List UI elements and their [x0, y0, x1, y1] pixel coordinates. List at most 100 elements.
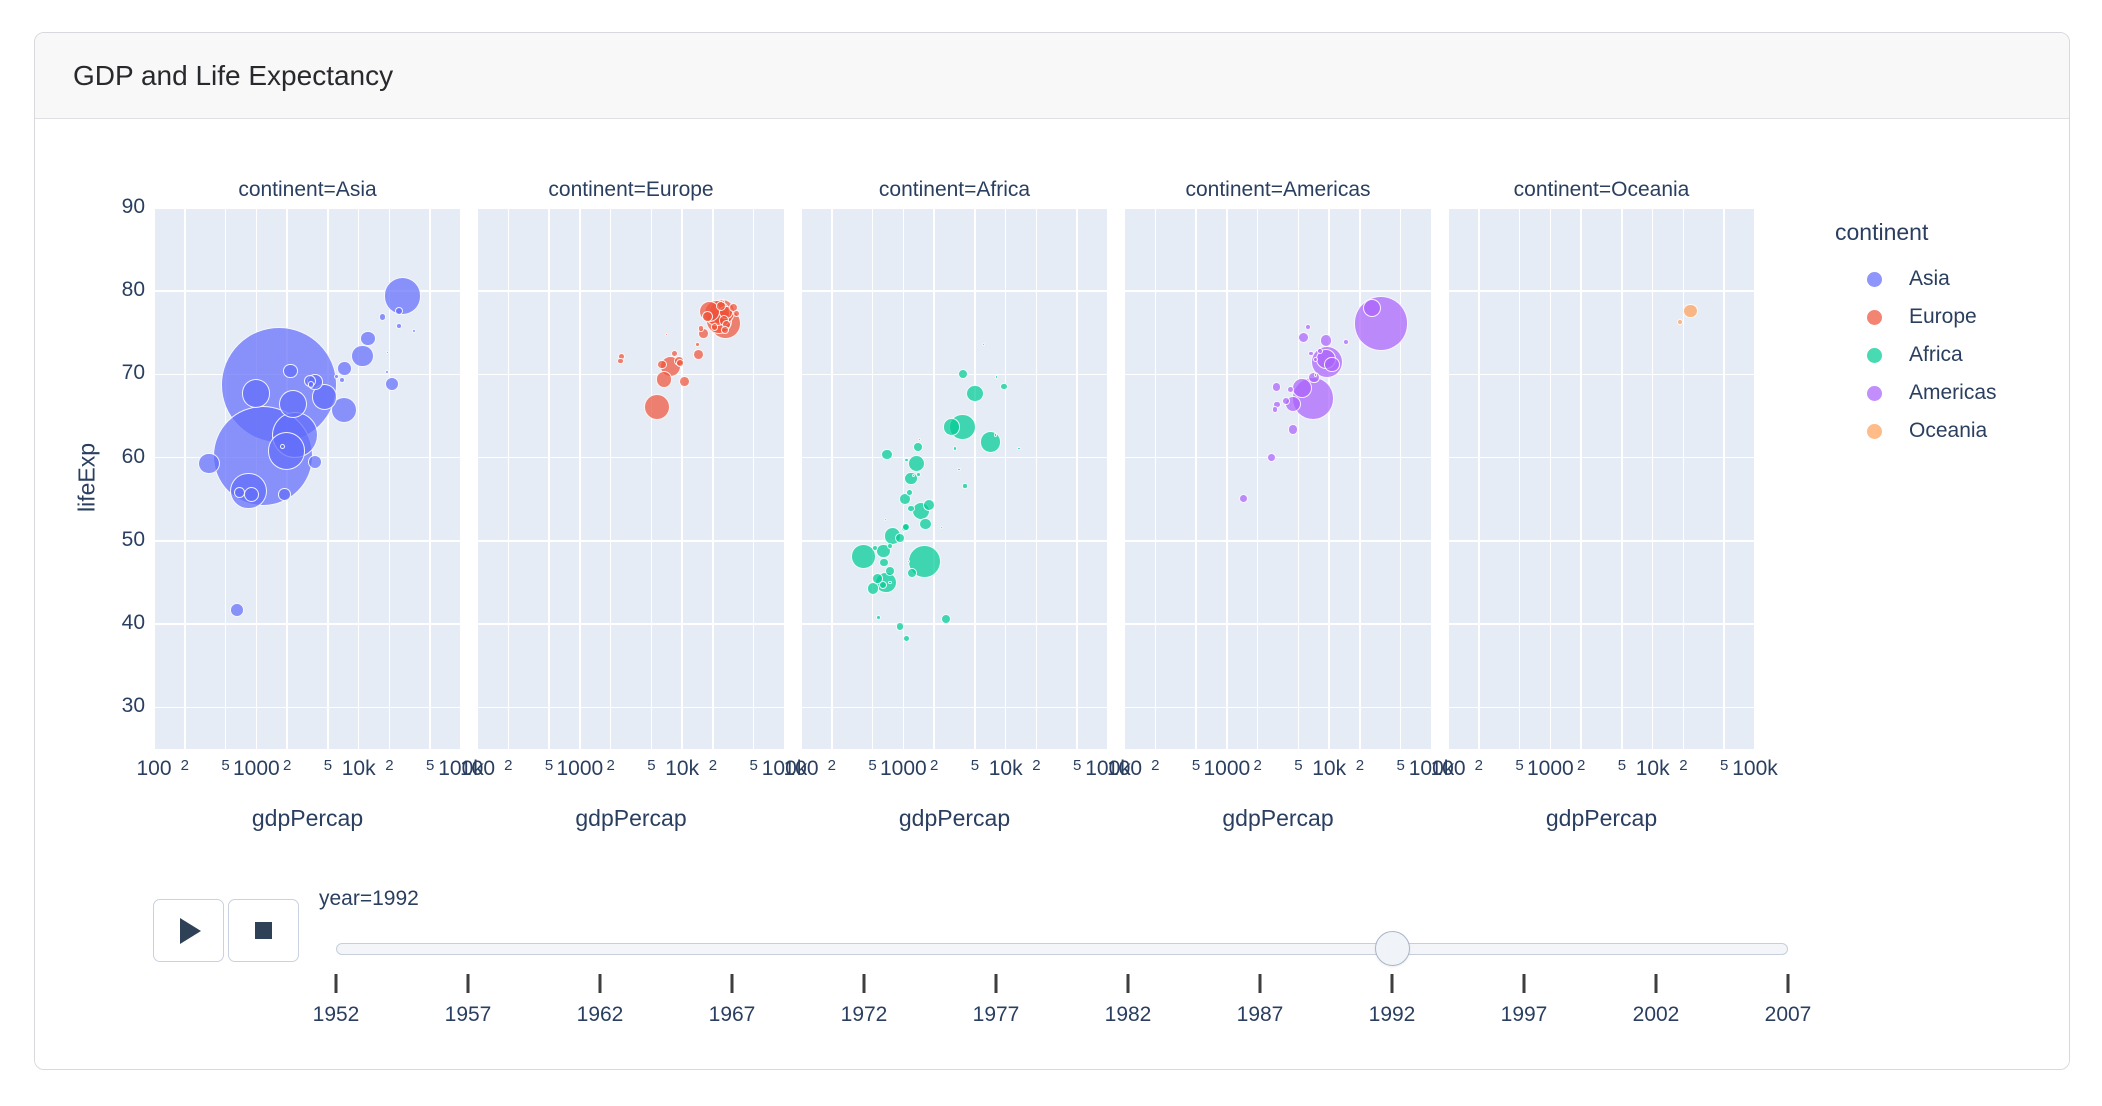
bubble-asia[interactable] [230, 603, 244, 617]
bubble-asia[interactable] [267, 432, 306, 470]
bubble-africa[interactable] [881, 448, 893, 460]
bubble-asia[interactable] [307, 381, 315, 388]
bubble-africa[interactable] [957, 467, 961, 472]
bubble-americas[interactable] [1271, 382, 1281, 392]
bubble-africa[interactable] [871, 545, 878, 552]
bubble-asia[interactable] [384, 369, 390, 375]
bubble-oceania[interactable] [1683, 304, 1698, 319]
play-button[interactable] [153, 899, 224, 962]
slider-tick-label-1997[interactable]: 1997 [1500, 1003, 1548, 1026]
bubble-europe[interactable] [695, 342, 701, 347]
bubble-americas[interactable] [1239, 494, 1248, 503]
bubble-africa[interactable] [916, 471, 922, 477]
slider-tick-label-1992[interactable]: 1992 [1368, 1003, 1416, 1026]
bubble-africa[interactable] [907, 455, 925, 473]
bubble-africa[interactable] [879, 557, 890, 568]
bubble-africa[interactable] [942, 418, 960, 436]
bubble-americas[interactable] [1363, 298, 1382, 317]
bubble-asia[interactable] [307, 454, 323, 470]
bubble-europe[interactable] [675, 358, 684, 367]
year-slider-handle[interactable] [1374, 931, 1410, 966]
bubble-asia[interactable] [360, 330, 376, 347]
bubble-asia[interactable] [378, 313, 387, 321]
bubble-africa[interactable] [952, 446, 957, 451]
bubble-africa[interactable] [962, 483, 968, 489]
bubble-asia[interactable] [385, 377, 400, 392]
bubble-asia[interactable] [278, 488, 291, 501]
bubble-asia[interactable] [333, 374, 339, 380]
bubble-africa[interactable] [919, 518, 932, 531]
bubble-africa[interactable] [903, 457, 909, 463]
bubble-africa[interactable] [872, 573, 884, 584]
bubble-americas[interactable] [1353, 296, 1409, 351]
slider-tick-label-1952[interactable]: 1952 [312, 1003, 360, 1026]
bubble-asia[interactable] [337, 361, 352, 376]
slider-tick-label-1957[interactable]: 1957 [444, 1003, 492, 1026]
bubble-africa[interactable] [851, 544, 876, 569]
bubble-africa[interactable] [917, 437, 921, 441]
bubble-asia[interactable] [279, 389, 307, 418]
bubble-americas[interactable] [1313, 373, 1318, 378]
bubble-asia[interactable] [279, 444, 285, 450]
bubble-europe[interactable] [710, 323, 719, 331]
bubble-africa[interactable] [941, 614, 952, 625]
bubble-asia[interactable] [412, 329, 417, 334]
bubble-americas[interactable] [1281, 397, 1290, 405]
slider-tick-label-1962[interactable]: 1962 [576, 1003, 624, 1026]
slider-tick-label-2007[interactable]: 2007 [1764, 1003, 1812, 1026]
bubble-americas[interactable] [1287, 424, 1299, 435]
bubble-asia[interactable] [198, 452, 221, 475]
year-slider-track[interactable] [336, 943, 1788, 955]
bubble-europe[interactable] [656, 359, 667, 370]
bubble-africa[interactable] [883, 517, 887, 521]
bubble-africa[interactable] [901, 522, 911, 531]
bubble-africa[interactable] [911, 473, 915, 477]
bubble-europe[interactable] [671, 350, 679, 358]
slider-tick-label-1987[interactable]: 1987 [1236, 1003, 1284, 1026]
bubble-africa[interactable] [923, 499, 936, 512]
bubble-africa[interactable] [993, 433, 998, 438]
bubble-africa[interactable] [913, 442, 923, 452]
bubble-africa[interactable] [907, 504, 915, 513]
bubble-americas[interactable] [1297, 332, 1309, 344]
bubble-africa[interactable] [895, 533, 906, 544]
slider-tick-label-1967[interactable]: 1967 [708, 1003, 756, 1026]
bubble-africa[interactable] [906, 489, 913, 496]
bubble-europe[interactable] [679, 375, 690, 387]
bubble-africa[interactable] [940, 526, 944, 530]
slider-tick-label-2002[interactable]: 2002 [1632, 1003, 1680, 1026]
bubble-africa[interactable] [1017, 446, 1021, 451]
bubble-europe[interactable] [644, 393, 670, 420]
bubble-asia[interactable] [241, 379, 270, 408]
bubble-americas[interactable] [1267, 453, 1277, 463]
bubble-europe[interactable] [617, 358, 624, 365]
bubble-americas[interactable] [1271, 405, 1279, 413]
bubble-africa[interactable] [866, 582, 879, 595]
legend-item-europe[interactable]: Europe [1835, 298, 1997, 336]
bubble-africa[interactable] [907, 560, 911, 564]
slider-tick-label-1982[interactable]: 1982 [1104, 1003, 1152, 1026]
bubble-africa[interactable] [885, 565, 895, 576]
bubble-asia[interactable] [233, 487, 245, 499]
bubble-africa[interactable] [899, 493, 911, 506]
bubble-africa[interactable] [878, 580, 887, 590]
bubble-africa[interactable] [982, 342, 986, 346]
bubble-americas[interactable] [1308, 350, 1314, 357]
bubble-oceania[interactable] [1676, 318, 1683, 326]
bubble-asia[interactable] [385, 351, 389, 355]
bubble-europe[interactable] [701, 310, 713, 322]
bubble-asia[interactable] [283, 364, 298, 379]
bubble-asia[interactable] [394, 307, 404, 316]
bubble-europe[interactable] [715, 301, 726, 312]
bubble-americas[interactable] [1319, 334, 1333, 347]
bubble-americas[interactable] [1304, 323, 1311, 331]
bubble-africa[interactable] [902, 634, 910, 642]
bubble-africa[interactable] [966, 384, 984, 403]
bubble-europe[interactable] [655, 371, 672, 388]
bubble-americas[interactable] [1342, 338, 1350, 346]
bubble-africa[interactable] [1000, 382, 1008, 390]
bubble-africa[interactable] [876, 615, 882, 620]
bubble-asia[interactable] [243, 486, 260, 502]
bubble-africa[interactable] [957, 368, 968, 379]
bubble-americas[interactable] [1308, 372, 1320, 384]
